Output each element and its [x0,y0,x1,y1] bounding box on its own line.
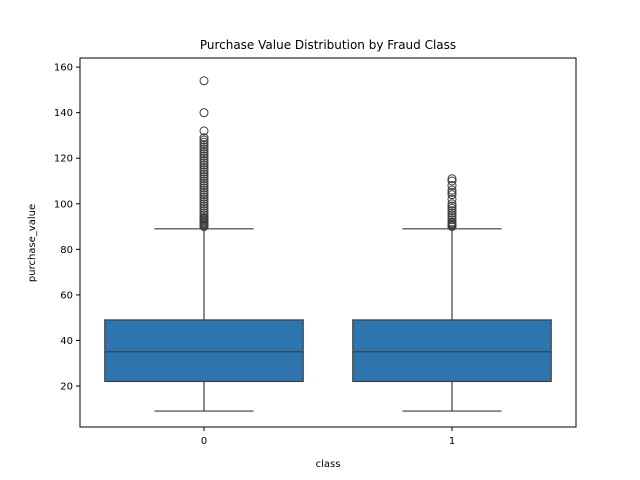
outlier-point [199,153,209,163]
x-tick-label: 1 [449,436,455,447]
y-tick-label: 160 [54,63,73,74]
outlier-point [199,160,209,170]
y-axis-label: purchase_value [27,204,38,282]
plot-area [104,76,552,412]
y-tick-label: 140 [54,108,73,119]
outlier-point [447,187,457,197]
outlier-point [447,212,457,222]
outlier-point [199,203,209,213]
outlier-point [447,185,457,195]
outlier-point [447,206,457,216]
outlier-point [199,165,209,175]
outlier-point [199,156,209,165]
y-tick-label: 80 [60,245,73,256]
outlier-point [199,183,209,193]
outlier-point [199,142,209,152]
outlier-point [199,201,209,211]
outlier-point [199,174,209,184]
iqr-box [352,319,552,383]
outlier-point [199,185,209,195]
outlier-point [199,171,209,181]
outlier-point [199,194,209,204]
outlier-point [199,140,209,150]
outlier-point [199,197,209,206]
outlier-point [199,181,209,191]
outlier-point [199,158,209,168]
outlier-point [199,144,209,154]
outlier-point [199,167,209,177]
outlier-point [199,210,209,220]
outlier-point [199,176,209,186]
outlier-point [199,187,209,197]
x-tick-label: 0 [201,436,207,447]
y-tick-label: 40 [60,336,73,347]
outlier-point [199,135,209,145]
outlier-point [447,215,457,225]
outlier-point [447,210,457,220]
outlier-point [447,181,457,191]
outlier-point [447,176,457,186]
chart-title: Purchase Value Distribution by Fraud Cla… [200,38,456,52]
outlier-point [447,174,457,184]
outlier-point [199,108,209,118]
outlier-point [199,208,209,218]
outlier-point [199,212,209,222]
x-axis-label: class [316,459,341,470]
axes-frame [79,57,577,428]
y-tick-label: 20 [60,382,73,393]
outlier-point [199,151,209,161]
outlier-point [447,194,457,204]
outlier-point [199,146,209,156]
outlier-point [447,208,457,218]
outlier-point [199,169,209,179]
outlier-point [199,76,209,86]
outlier-point [199,133,209,143]
y-tick-label: 60 [60,290,73,301]
outlier-point [199,137,209,147]
outlier-point [199,199,209,209]
outlier-point [199,190,209,200]
y-tick-label: 100 [54,199,73,210]
outlier-point [199,126,209,136]
outlier-point [447,201,457,211]
box-group-class-1 [352,174,552,412]
box-group-class-0 [104,76,304,412]
outlier-point [447,190,457,200]
iqr-box [104,319,304,383]
outlier-point [199,162,209,172]
y-tick-label: 120 [54,154,73,165]
outlier-point [447,217,457,227]
outlier-point [447,199,457,209]
outlier-point [199,149,209,159]
outlier-point [199,192,209,202]
y-axis: 20 40 60 80 100 120 140 160 [54,63,80,393]
outlier-point [199,178,209,188]
outlier-point [447,203,457,213]
outlier-point [199,206,209,216]
